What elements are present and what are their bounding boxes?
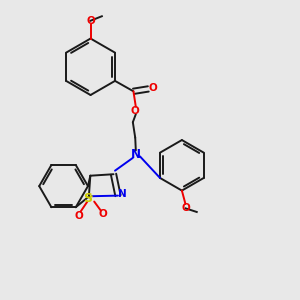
Text: O: O <box>149 83 158 93</box>
Text: O: O <box>86 16 95 26</box>
Text: O: O <box>75 211 84 220</box>
Text: O: O <box>182 203 190 213</box>
Text: N: N <box>131 148 141 161</box>
Text: S: S <box>83 192 92 205</box>
Text: O: O <box>131 106 140 116</box>
Text: N: N <box>118 189 127 199</box>
Text: O: O <box>99 209 107 219</box>
